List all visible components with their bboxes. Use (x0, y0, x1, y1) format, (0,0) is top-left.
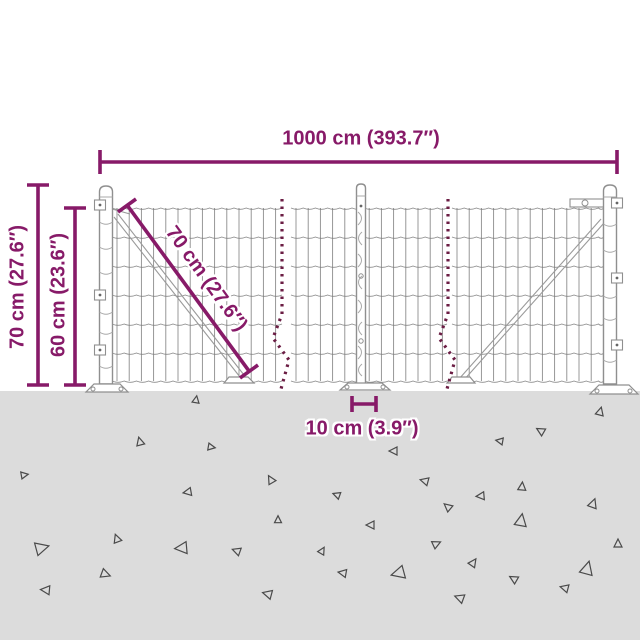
total-height-dimension-line (27, 183, 49, 387)
base-plate-left (84, 383, 130, 393)
fence-post-left (98, 185, 114, 385)
post-clamps (93, 197, 624, 356)
break-line-left (271, 199, 291, 390)
ground-area (0, 391, 640, 640)
fence-posts (98, 183, 618, 385)
total-height-dimension-label: 70 cm (27.6″) (6, 224, 29, 350)
brace-foot-plate (445, 376, 477, 384)
diagonal-dimension-line (116, 197, 260, 380)
brace-wires (111, 198, 605, 384)
wire-mesh-panels (111, 207, 605, 383)
break-lines (271, 199, 457, 390)
break-line-right (437, 199, 457, 390)
ground-clearance-dimension-line (350, 396, 378, 412)
dimension-lines (27, 150, 619, 412)
ground-clearance-dimension-label: 10 cm (3.9″) (305, 417, 419, 440)
base-plate-right (588, 384, 640, 395)
fence-post-middle (355, 183, 367, 385)
mesh-height-dimension-label: 60 cm (23.6″) (47, 232, 70, 358)
width-dimension-line (98, 150, 619, 174)
brace-foot-plate (222, 376, 256, 384)
mesh-height-dimension-line (64, 206, 86, 387)
ground-gravel-triangles (19, 394, 623, 605)
fence-post-right (602, 184, 618, 385)
width-dimension-label: 1000 cm (393.7″) (282, 127, 440, 150)
post-base-plates (84, 382, 640, 395)
